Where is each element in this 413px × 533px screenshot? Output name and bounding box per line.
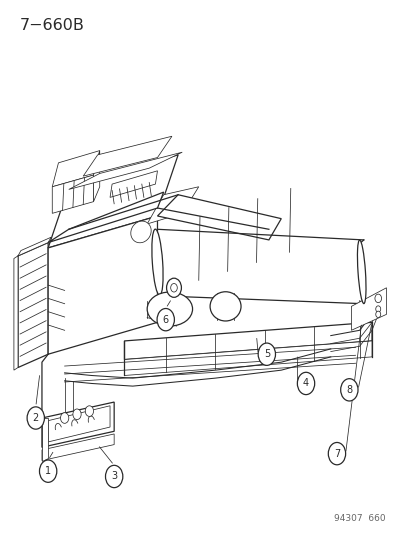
Polygon shape: [42, 434, 114, 461]
Circle shape: [166, 278, 181, 297]
Polygon shape: [48, 216, 157, 354]
Polygon shape: [42, 418, 48, 461]
Text: 3: 3: [111, 472, 117, 481]
Text: 8: 8: [345, 385, 351, 395]
Ellipse shape: [209, 292, 240, 321]
Circle shape: [258, 343, 275, 366]
Text: 4: 4: [302, 378, 309, 389]
Circle shape: [375, 306, 380, 312]
Ellipse shape: [131, 221, 151, 243]
Text: 5: 5: [263, 349, 269, 359]
Polygon shape: [48, 406, 110, 442]
Circle shape: [375, 311, 380, 318]
Circle shape: [39, 460, 57, 482]
Polygon shape: [93, 151, 100, 201]
Circle shape: [73, 409, 81, 419]
Circle shape: [85, 406, 93, 416]
Circle shape: [157, 309, 174, 331]
Polygon shape: [42, 402, 114, 447]
Ellipse shape: [356, 240, 365, 304]
Text: 2: 2: [33, 413, 39, 423]
Ellipse shape: [147, 292, 192, 326]
Polygon shape: [83, 136, 171, 176]
Polygon shape: [69, 152, 182, 189]
Polygon shape: [157, 195, 280, 240]
Polygon shape: [52, 175, 93, 213]
Polygon shape: [48, 192, 163, 243]
Polygon shape: [14, 256, 18, 370]
Text: 7: 7: [333, 449, 339, 458]
Circle shape: [60, 413, 69, 423]
Circle shape: [27, 407, 44, 429]
Circle shape: [105, 465, 123, 488]
Circle shape: [340, 378, 357, 401]
Polygon shape: [52, 151, 100, 187]
Circle shape: [374, 294, 381, 303]
Text: 7−660B: 7−660B: [19, 18, 84, 33]
Polygon shape: [110, 171, 157, 197]
Text: 6: 6: [162, 314, 169, 325]
Ellipse shape: [152, 229, 163, 295]
Circle shape: [328, 442, 345, 465]
Polygon shape: [18, 243, 48, 368]
Text: 94307  660: 94307 660: [333, 514, 385, 523]
Polygon shape: [147, 187, 198, 224]
Polygon shape: [124, 341, 371, 375]
Polygon shape: [124, 322, 371, 360]
Polygon shape: [18, 237, 51, 256]
Text: 1: 1: [45, 466, 51, 476]
Polygon shape: [351, 288, 386, 330]
Circle shape: [297, 372, 314, 394]
Circle shape: [170, 284, 177, 292]
Polygon shape: [48, 155, 178, 248]
